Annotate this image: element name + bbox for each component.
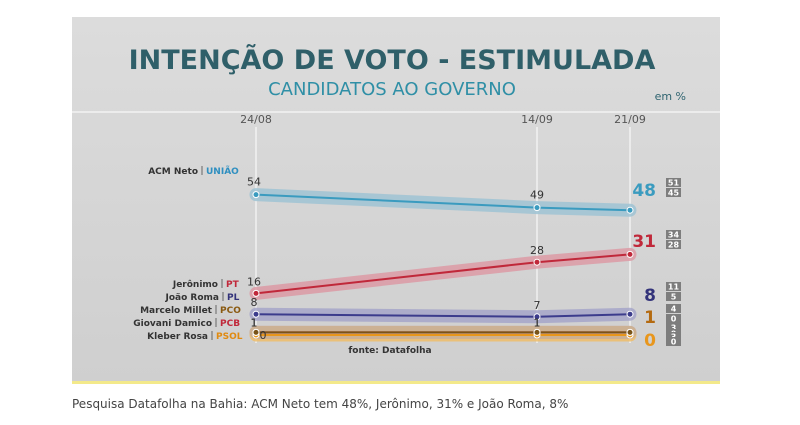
series-name-label: João Roma [165,293,220,303]
x-tick-label: 24/08 [240,113,272,126]
margin-value: 34 [668,231,680,240]
data-point [252,328,260,336]
margin-box [666,230,681,239]
data-label: 16 [247,275,261,288]
margin-box [666,304,681,313]
data-label: 54 [247,176,261,189]
data-label: 1 [534,316,541,329]
data-label: 1 [534,316,541,329]
series-party-label: PT [226,280,240,290]
data-label: 7 [534,299,541,312]
data-point [626,250,634,258]
margin-box [666,240,681,249]
chart-title: INTENÇÃO DE VOTO - ESTIMULADA [129,44,656,76]
margin-box [666,323,681,332]
data-point [626,310,634,318]
series-name-label: ACM Neto [148,167,198,177]
margin-value: 3 [671,324,677,333]
margin-box [666,282,681,291]
line-chart: INTENÇÃO DE VOTO - ESTIMULADA CANDIDATOS… [72,44,720,356]
unit-label: em % [655,90,686,103]
margin-value: 0 [671,315,677,324]
data-point [252,289,260,297]
x-tick-label: 21/09 [614,113,646,126]
data-label: 0 [260,329,267,342]
data-label: 8 [251,296,258,309]
final-value-label: 0 [644,331,656,351]
data-label: 1 [251,316,258,329]
series-party-label: PL [227,293,240,303]
final-value-label: 8 [644,286,656,306]
data-label: 1 [251,316,258,329]
margin-value: 11 [668,283,680,292]
data-point [252,191,260,199]
final-value-label: 48 [632,181,656,201]
series-name-label: Giovani Damico [133,319,212,329]
final-value-label: 31 [632,232,656,252]
margin-value: 28 [668,241,680,250]
series-party-label: PCB [220,319,240,329]
source-label: fonte: Datafolha [348,346,431,356]
series-name-label: Kleber Rosa [147,332,208,342]
data-label: 49 [530,189,544,202]
final-value-label: 1 [644,308,656,328]
chart-figure: INTENÇÃO DE VOTO - ESTIMULADA CANDIDATOS… [72,17,720,381]
series-party-label: PCO [220,306,241,316]
bottom-strip [72,381,720,384]
margin-box [666,337,681,346]
margin-value: 5 [671,293,677,302]
series-name-label: Marcelo Millet [140,306,213,316]
margin-box [666,332,681,341]
margin-box [666,188,681,197]
data-point [626,206,634,214]
data-point [533,328,541,336]
series-party-label: PSOL [216,332,243,342]
margin-box [666,178,681,187]
x-tick-label: 14/09 [521,113,553,126]
margin-value: 0 [671,338,677,347]
image-caption: Pesquisa Datafolha na Bahia: ACM Neto te… [72,397,569,411]
margin-box [666,314,681,323]
margin-value: 45 [668,189,680,198]
margin-box [666,292,681,301]
chart-subtitle: CANDIDATOS AO GOVERNO [268,79,516,100]
series-name-label: Jerônimo [172,279,218,290]
data-point [252,310,260,318]
margin-value: 51 [668,179,680,188]
data-point [533,204,541,212]
margin-value: 4 [671,305,677,314]
data-label: 28 [530,244,544,257]
data-point [533,258,541,266]
series-party-label: UNIÃO [206,166,239,177]
data-point [626,328,634,336]
data-point [533,313,541,321]
